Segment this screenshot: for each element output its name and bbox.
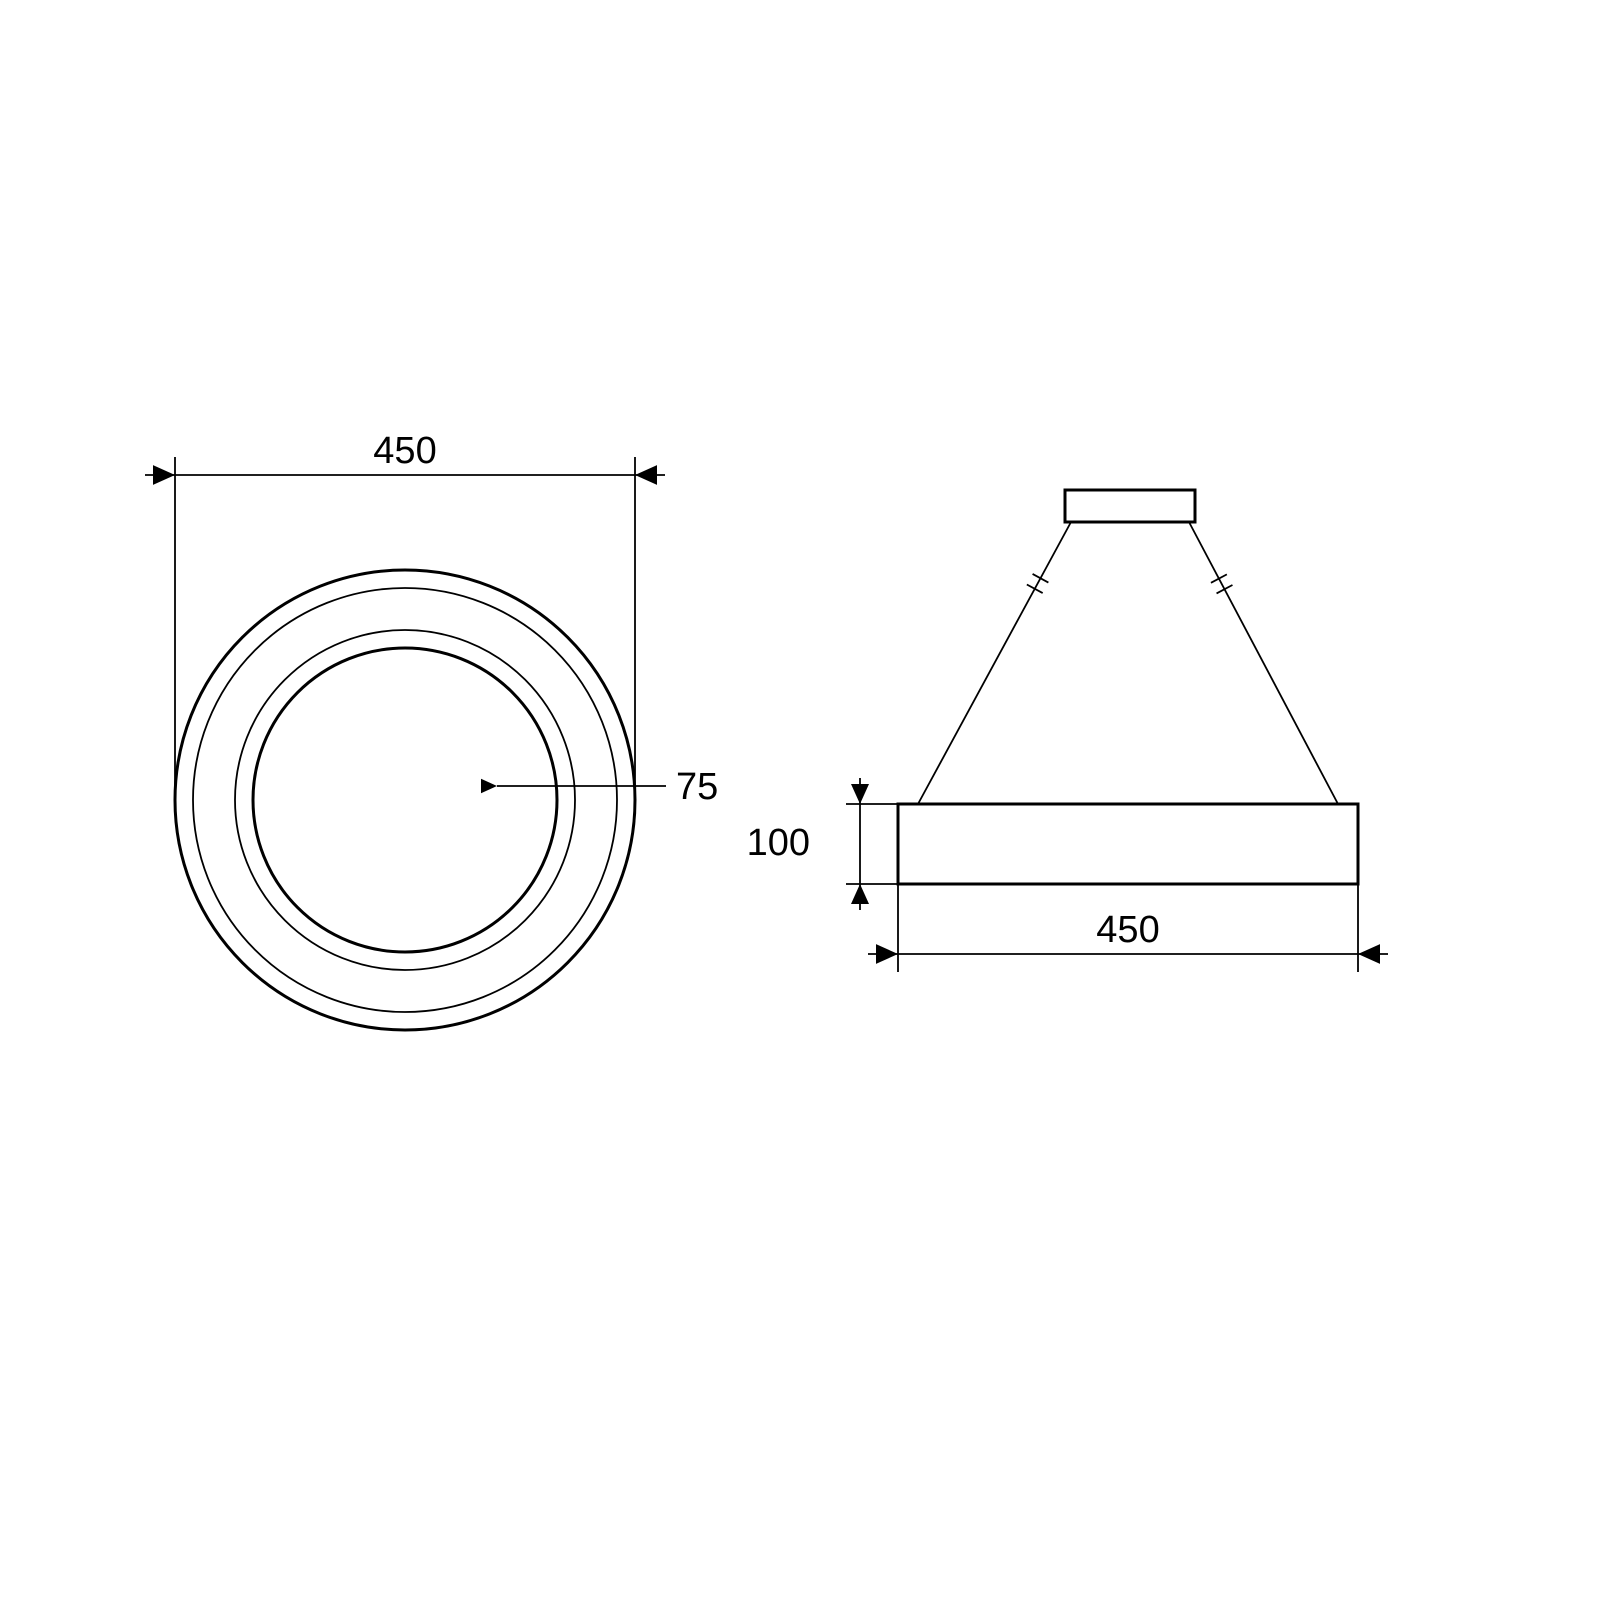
dim-ring-width: 75 xyxy=(676,766,718,808)
side-view: 450 100 xyxy=(747,490,1388,972)
dim-width: 450 xyxy=(1096,909,1159,951)
top-view: 450 75 xyxy=(145,430,718,1030)
dim-height: 100 xyxy=(747,822,810,864)
dim-diameter: 450 xyxy=(373,430,436,472)
